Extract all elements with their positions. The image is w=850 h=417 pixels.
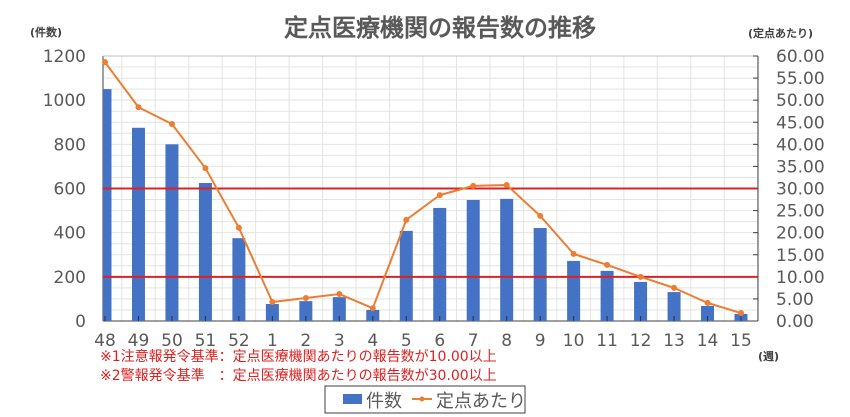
line-series — [102, 59, 744, 317]
bar-13 — [667, 292, 681, 321]
chart-title: 定点医療機関の報告数の推移 — [284, 14, 596, 42]
svg-text:1000: 1000 — [43, 91, 86, 111]
svg-text:6: 6 — [434, 331, 445, 351]
svg-text:52: 52 — [228, 331, 250, 351]
svg-text:49: 49 — [128, 331, 150, 351]
svg-text:45.00: 45.00 — [776, 113, 825, 133]
line-point-50 — [168, 121, 175, 128]
line-point-7 — [470, 182, 477, 189]
svg-text:30.00: 30.00 — [776, 180, 825, 200]
svg-text:55.00: 55.00 — [776, 69, 825, 89]
line-point-9 — [537, 212, 544, 219]
svg-text:15: 15 — [730, 331, 752, 351]
note-warning: ※2警報発令基準 ：定点医療機関あたりの報告数が30.00以上 — [100, 367, 497, 384]
svg-text:800: 800 — [54, 135, 86, 155]
line-point-8 — [503, 181, 510, 188]
svg-text:600: 600 — [54, 180, 86, 200]
svg-text:12: 12 — [630, 331, 652, 351]
svg-text:20.00: 20.00 — [776, 224, 825, 244]
svg-text:10: 10 — [563, 331, 585, 351]
legend: 件数 定点あたり — [324, 385, 526, 414]
svg-text:0: 0 — [75, 312, 86, 332]
svg-text:3: 3 — [334, 331, 345, 351]
svg-text:8: 8 — [501, 331, 512, 351]
line-point-3 — [336, 291, 343, 298]
line-point-11 — [604, 261, 611, 268]
reference-lines — [103, 187, 758, 278]
bar-10 — [567, 260, 581, 321]
bar-7 — [466, 199, 480, 321]
svg-text:35.00: 35.00 — [776, 157, 825, 177]
svg-text:48: 48 — [94, 331, 116, 351]
svg-text:1: 1 — [267, 331, 278, 351]
line-point-4 — [369, 305, 376, 312]
line-point-10 — [570, 250, 577, 257]
svg-text:15.00: 15.00 — [776, 246, 825, 266]
bar-50 — [165, 144, 179, 321]
svg-text:5.00: 5.00 — [776, 290, 814, 310]
svg-text:14: 14 — [697, 331, 719, 351]
svg-text:60.00: 60.00 — [776, 47, 825, 67]
line-point-2 — [302, 295, 309, 302]
line-point-51 — [202, 165, 209, 172]
line-point-5 — [403, 216, 410, 223]
bar-1 — [265, 303, 279, 321]
line-point-14 — [704, 299, 711, 306]
bar-49 — [131, 127, 145, 321]
svg-text:51: 51 — [195, 331, 217, 351]
line-point-15 — [738, 310, 744, 317]
svg-text:13: 13 — [663, 331, 685, 351]
line-point-52 — [235, 224, 242, 231]
svg-text:9: 9 — [535, 331, 546, 351]
bar-4 — [366, 309, 380, 321]
line-point-12 — [637, 273, 644, 280]
legend-line-label: 定点あたり — [436, 391, 526, 412]
legend-bar-label: 件数 — [366, 391, 402, 412]
svg-text:50: 50 — [161, 331, 183, 351]
line-point-49 — [135, 104, 142, 111]
left-axis-ticks: 0 200 400 600 800 1000 1200 — [43, 47, 86, 332]
svg-text:50.00: 50.00 — [776, 91, 825, 111]
bar-2 — [299, 301, 313, 321]
bar-6 — [433, 207, 447, 321]
bar-3 — [332, 297, 346, 321]
svg-text:25.00: 25.00 — [776, 202, 825, 222]
svg-text:1200: 1200 — [43, 47, 86, 67]
line-point-48 — [102, 59, 108, 66]
legend-bar-swatch-icon — [343, 394, 362, 404]
bar-48 — [103, 89, 112, 321]
line-point-1 — [269, 299, 276, 306]
svg-text:4: 4 — [367, 331, 378, 351]
bar-12 — [634, 281, 648, 321]
svg-text:2: 2 — [300, 331, 311, 351]
svg-text:400: 400 — [54, 224, 86, 244]
bar-14 — [701, 305, 715, 321]
x-axis-ticks: 48 49 50 51 52 1 2 3 4 5 6 7 8 9 10 11 12 13 14 15 — [94, 331, 752, 351]
svg-text:0.00: 0.00 — [776, 312, 814, 332]
bar-9 — [533, 228, 547, 321]
bar-11 — [600, 270, 614, 321]
bar-51 — [198, 182, 212, 321]
bar-8 — [500, 198, 514, 321]
svg-text:40.00: 40.00 — [776, 135, 825, 155]
svg-text:10.00: 10.00 — [776, 268, 825, 288]
x-axis-unit: (週) — [758, 349, 779, 363]
right-axis-unit: (定点あたり) — [748, 26, 813, 40]
line-point-6 — [436, 192, 443, 199]
line-point-13 — [671, 284, 678, 291]
left-axis-unit: (件数) — [30, 25, 62, 39]
svg-text:200: 200 — [54, 268, 86, 288]
svg-text:7: 7 — [468, 331, 479, 351]
svg-text:11: 11 — [596, 331, 618, 351]
bar-52 — [232, 238, 246, 321]
svg-text:5: 5 — [401, 331, 412, 351]
note-caution: ※1注意報発令基準：定点医療機関あたりの報告数が10.00以上 — [100, 348, 497, 365]
